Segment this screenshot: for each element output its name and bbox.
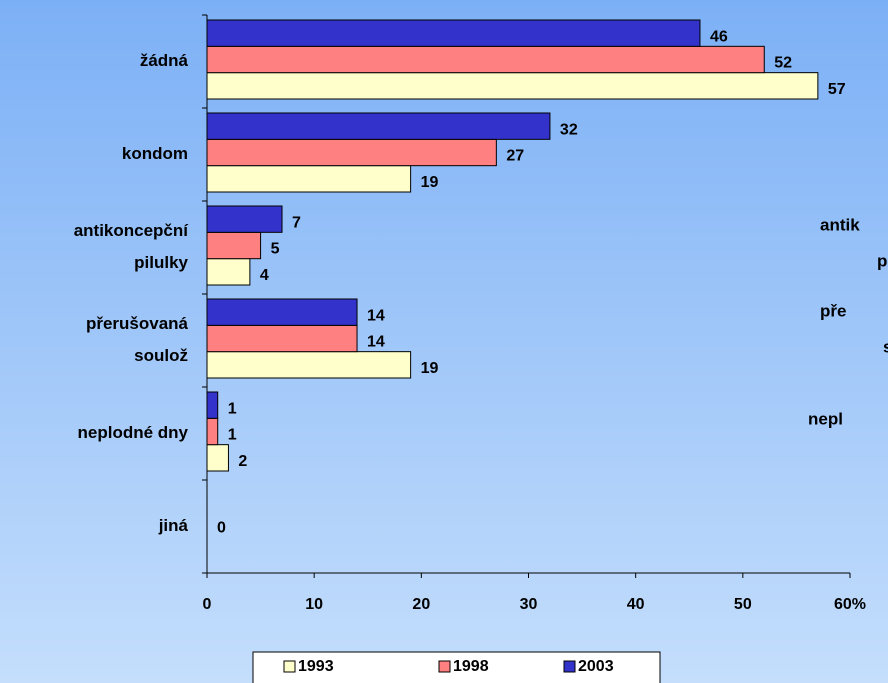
y-tick-label: neplodné dny (78, 423, 189, 442)
bar (206, 324, 358, 353)
y-tick-label: antikoncepční (74, 221, 190, 240)
y-tick-label: jiná (158, 516, 189, 535)
bar (206, 231, 262, 260)
y-tick-label: pilulky (134, 253, 188, 272)
data-label: 14 (367, 307, 385, 324)
y-tick-label: přerušovaná (86, 314, 189, 333)
ghost-label: nepl (808, 409, 843, 428)
bar (206, 205, 283, 233)
data-label: 57 (828, 81, 846, 98)
bar (206, 19, 701, 47)
data-label: 27 (506, 148, 524, 165)
legend-swatch (283, 660, 296, 673)
legend-label: 1998 (453, 658, 489, 675)
bar (206, 45, 765, 74)
data-label: 7 (292, 214, 301, 231)
data-label: 19 (421, 174, 439, 191)
data-label: 1 (228, 427, 237, 444)
y-tick-label: soulož (134, 346, 188, 365)
data-label: 19 (421, 360, 439, 377)
x-tick-label: 30 (520, 596, 538, 613)
y-tick-label: kondom (122, 144, 188, 163)
data-label: 4 (260, 267, 269, 284)
bar (206, 444, 229, 472)
data-label: 1 (228, 400, 237, 417)
x-tick-label: 40 (627, 596, 645, 613)
data-label: 14 (367, 334, 385, 351)
x-tick-label: 10 (305, 596, 323, 613)
legend-swatch (563, 660, 576, 673)
data-label: 52 (774, 55, 792, 72)
bar (206, 165, 412, 193)
data-label: 32 (560, 121, 578, 138)
x-tick-label: 0 (203, 596, 212, 613)
legend-label: 1993 (298, 658, 334, 675)
bar (206, 351, 412, 379)
bar (206, 391, 219, 419)
bar (206, 298, 358, 326)
bar (206, 72, 819, 100)
ghost-label: s (883, 337, 888, 356)
bar (206, 112, 551, 140)
y-tick-label: žádná (140, 51, 189, 70)
x-tick-label: 50 (734, 596, 752, 613)
legend-label: 2003 (578, 658, 614, 675)
bar (206, 138, 497, 167)
legend-box (252, 651, 661, 683)
bar (206, 417, 219, 446)
bar (206, 258, 251, 286)
data-label: 46 (710, 28, 728, 45)
ghost-label: pře (820, 301, 846, 320)
ghost-label: p (877, 251, 887, 270)
data-label: 0 (217, 520, 226, 537)
data-label: 2 (238, 453, 247, 470)
legend-swatch (438, 660, 451, 673)
x-tick-label: 20 (412, 596, 430, 613)
ghost-label: antik (820, 215, 860, 234)
x-tick-label: 60% (834, 596, 866, 613)
data-label: 5 (271, 241, 280, 258)
